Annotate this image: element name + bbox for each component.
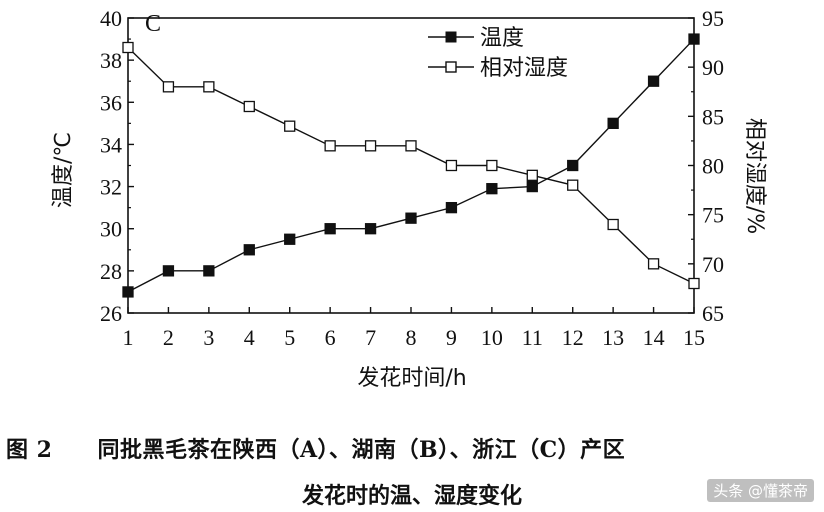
x-axis-title: 发花时间/h	[357, 366, 466, 391]
humidity-point	[647, 258, 660, 270]
humidity-point	[486, 159, 498, 172]
y-left-tick-label: 40	[100, 6, 122, 31]
humidity-point	[203, 81, 215, 93]
x-tick-label: 14	[643, 325, 665, 350]
x-tick-label: 7	[365, 325, 376, 350]
y-left-tick-label: 28	[100, 259, 122, 284]
watermark: 头条 @懂茶帝	[707, 479, 814, 502]
y-right-tick-label: 90	[702, 55, 724, 80]
legend-label-humidity: 相对湿度	[480, 56, 568, 81]
humidity-point	[243, 100, 255, 113]
y-right-tick-label: 95	[702, 6, 724, 31]
temperature-point	[526, 180, 538, 193]
humidity-point	[607, 218, 619, 231]
legend: 温度 相对湿度	[428, 26, 568, 81]
temperature-point	[405, 212, 417, 224]
temperature-point	[203, 265, 215, 277]
humidity-point	[688, 277, 700, 290]
legend-marker-temperature	[445, 31, 457, 43]
x-tick-label: 11	[522, 325, 543, 350]
x-tick-label: 1	[123, 325, 134, 350]
temperature-point	[162, 265, 175, 277]
legend-label-temperature: 温度	[480, 26, 524, 51]
humidity-point	[405, 140, 417, 152]
humidity-point	[445, 159, 458, 172]
y-axis-left-title: 温度/℃	[51, 132, 76, 208]
y-axis-right-title: 相对湿度/%	[742, 118, 767, 234]
temperature-point	[243, 244, 255, 256]
y-right-tick-label: 75	[702, 203, 724, 228]
humidity-point	[122, 41, 134, 54]
legend-marker-humidity	[445, 61, 457, 73]
y-left-tick-label: 32	[100, 175, 122, 200]
temperature-point	[284, 233, 296, 245]
x-tick-label: 3	[203, 325, 214, 350]
temperature-point	[567, 159, 579, 172]
x-tick-label: 13	[602, 325, 624, 350]
y-left-tick-label: 38	[100, 48, 122, 73]
axis-ticks: 1 2 3 4 5 6 7 8 9 10 11 12 13 14 152628303234363840657…	[100, 6, 724, 350]
x-tick-label: 15	[683, 325, 705, 350]
y-left-tick-label: 36	[100, 90, 122, 115]
x-tick-label: 2	[163, 325, 174, 350]
x-tick-label: 10	[481, 325, 503, 350]
temperature-point	[122, 286, 134, 298]
x-tick-label: 12	[562, 325, 584, 350]
temperature-point	[445, 201, 458, 214]
humidity-point	[324, 140, 336, 152]
humidity-point	[364, 140, 377, 152]
x-tick-label: 5	[284, 325, 295, 350]
y-left-tick-label: 34	[100, 132, 122, 157]
temperature-point	[688, 33, 700, 45]
y-left-tick-label: 30	[100, 217, 122, 242]
figure-caption-line2: 发花时的温、湿度变化	[301, 483, 522, 509]
temperature-point	[607, 117, 619, 130]
x-tick-label: 8	[406, 325, 417, 350]
y-right-tick-label: 65	[702, 301, 724, 326]
x-tick-label: 9	[446, 325, 457, 350]
x-tick-label: 6	[325, 325, 336, 350]
x-tick-label: 4	[244, 325, 255, 350]
y-right-tick-label: 80	[702, 154, 724, 179]
temperature-humidity-chart: 1 2 3 4 5 6 7 8 9 10 11 12 13 14 152628303234363840657…	[51, 6, 767, 391]
temperature-point	[364, 223, 377, 235]
humidity-point	[162, 81, 175, 93]
panel-label: C	[145, 11, 161, 37]
series-line-temperature	[127, 38, 695, 293]
temperature-point	[647, 75, 660, 87]
humidity-point	[526, 169, 538, 181]
data-series	[122, 33, 700, 298]
humidity-point	[567, 179, 579, 191]
temperature-point	[486, 183, 498, 195]
temperature-point	[324, 223, 336, 235]
figure-caption-line1: 图 2 同批黑毛茶在陕西（A）、湖南（B）、浙江（C）产区	[6, 437, 626, 463]
humidity-point	[284, 120, 296, 132]
y-right-tick-label: 70	[702, 252, 724, 277]
y-right-tick-label: 85	[702, 104, 724, 129]
y-left-tick-label: 26	[100, 301, 122, 326]
